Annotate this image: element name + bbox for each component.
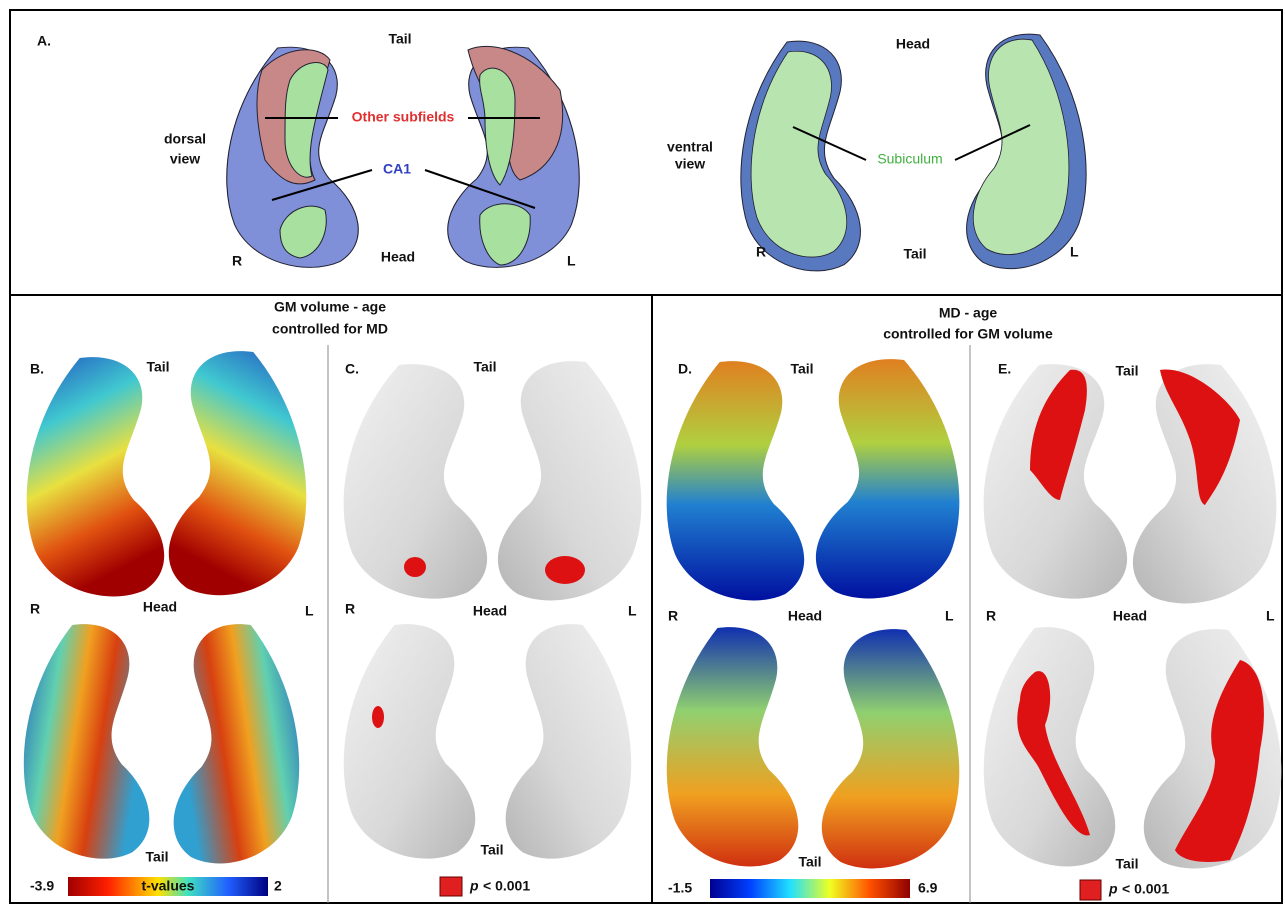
orientation-label: Head: [143, 599, 177, 615]
legend-text: < 0.001: [1122, 881, 1169, 897]
orientation-label: Head: [788, 608, 822, 624]
side-label: L: [1266, 608, 1275, 624]
orientation-label: Tail: [480, 842, 503, 858]
panel-label: B.: [30, 361, 44, 377]
orientation-label: Head: [381, 249, 415, 265]
orientation-label: Tail: [145, 849, 168, 865]
hippocampus-render: [227, 34, 1086, 271]
colorbar: [710, 879, 910, 898]
orientation-label: Tail: [1115, 856, 1138, 872]
legend-symbol: p: [469, 878, 479, 894]
orientation-label: Tail: [1115, 363, 1138, 379]
side-label: R: [756, 244, 766, 260]
side-label: R: [30, 601, 40, 617]
side-label: L: [1070, 244, 1079, 260]
colorbar-min: -3.9: [30, 878, 54, 894]
side-label: L: [305, 603, 314, 619]
orientation-label: Tail: [790, 361, 813, 377]
orientation-label: Tail: [473, 359, 496, 375]
orientation-label: Tail: [903, 246, 926, 262]
orientation-label: Tail: [146, 359, 169, 375]
legend-symbol: p: [1108, 881, 1118, 897]
colorbar-max: 6.9: [918, 880, 938, 896]
colorbar-min: -1.5: [668, 880, 692, 896]
side-label: R: [986, 608, 996, 624]
panel-label: A.: [37, 33, 51, 49]
colorbar-max: 2: [274, 878, 282, 894]
side-label: R: [668, 608, 678, 624]
orientation-label: Head: [473, 603, 507, 619]
view-label: view: [675, 156, 705, 172]
view-label: dorsal: [164, 131, 206, 147]
orientation-label: Tail: [388, 31, 411, 47]
colorbar-title: t-values: [142, 878, 195, 894]
legend-swatch: [1080, 880, 1101, 900]
section-header: controlled for GM volume: [883, 326, 1053, 342]
orientation-label: Head: [1113, 608, 1147, 624]
view-label: view: [170, 151, 200, 167]
orientation-label: Head: [896, 36, 930, 52]
section-header: GM volume - age: [274, 299, 386, 315]
side-label: L: [567, 253, 576, 269]
orientation-label: Tail: [798, 854, 821, 870]
section-header: MD - age: [939, 305, 998, 321]
legend-text: < 0.001: [483, 878, 530, 894]
region-label: Subiculum: [877, 151, 942, 167]
panel-label: C.: [345, 361, 359, 377]
side-label: L: [945, 608, 954, 624]
figure: A. Tail dorsal view Other subfields CA1 …: [0, 0, 1285, 906]
region-label: Other subfields: [352, 109, 455, 125]
view-label: ventral: [667, 139, 713, 155]
side-label: R: [232, 253, 242, 269]
section-header: controlled for MD: [272, 321, 388, 337]
panel-label: D.: [678, 361, 692, 377]
side-label: R: [345, 601, 355, 617]
legend-swatch: [440, 877, 462, 896]
panel-label: E.: [998, 361, 1011, 377]
side-label: L: [628, 603, 637, 619]
region-label: CA1: [383, 161, 411, 177]
